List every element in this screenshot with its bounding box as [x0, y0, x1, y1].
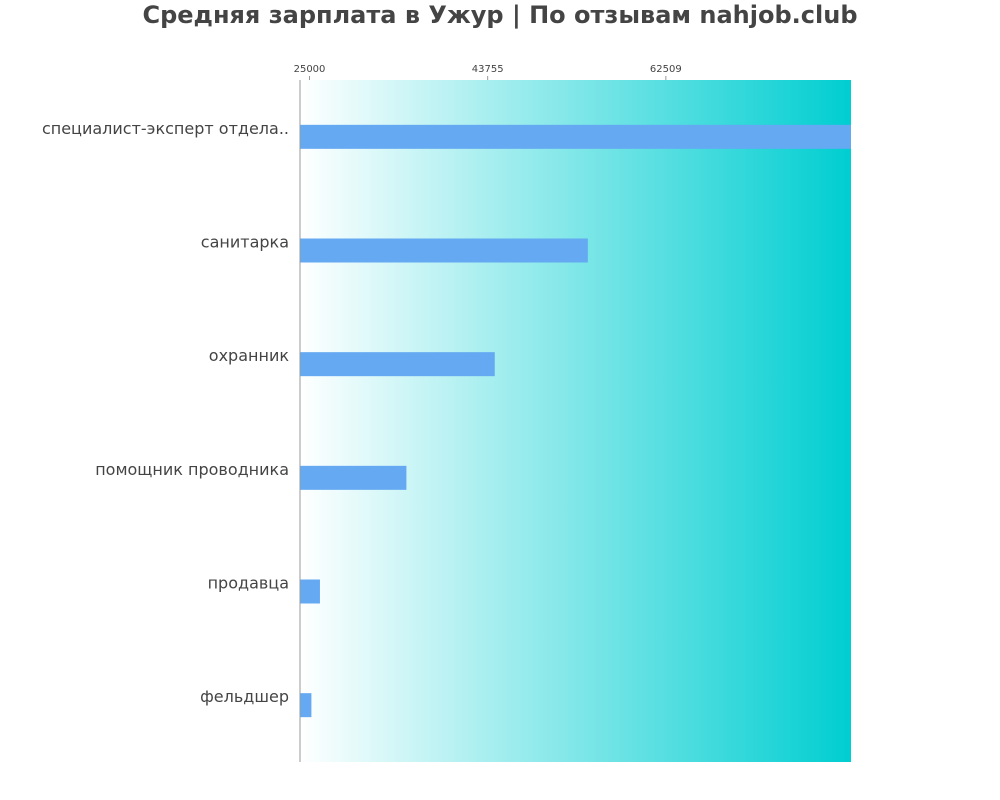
bar	[300, 238, 588, 263]
tick-label: 43755	[472, 64, 504, 75]
category-label: специалист-эксперт отдела..	[42, 119, 289, 138]
bar	[300, 124, 851, 149]
category-labels: специалист-эксперт отдела.. санитарка охра…	[42, 119, 289, 706]
category-label: фельдшер	[200, 687, 289, 706]
category-label: санитарка	[201, 233, 289, 252]
bar	[300, 693, 312, 718]
tick-label: 25000	[294, 64, 326, 75]
category-label: продавца	[208, 574, 289, 593]
chart-title: Средняя зарплата в Ужур | По отзывам nah…	[142, 1, 857, 29]
tick-label: 62509	[650, 64, 682, 75]
category-label: охранник	[209, 346, 290, 365]
bar	[300, 465, 407, 490]
bar	[300, 352, 495, 377]
category-label: помощник проводника	[95, 460, 289, 479]
plot-background	[300, 80, 851, 762]
bars-group	[300, 124, 851, 718]
x-axis-ticks: 25000 43755 62509	[294, 64, 682, 80]
bar	[300, 579, 320, 604]
